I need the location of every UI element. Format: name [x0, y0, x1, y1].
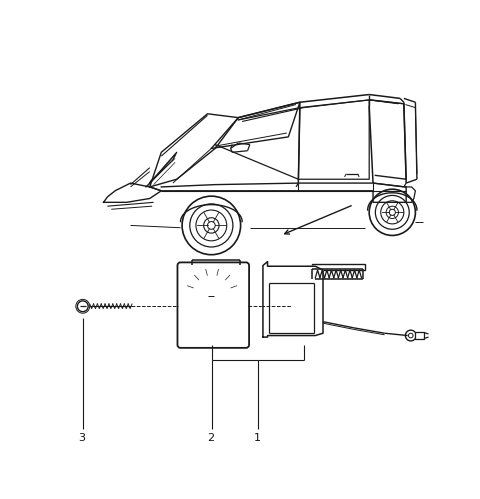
Polygon shape: [150, 114, 238, 187]
Polygon shape: [263, 261, 323, 337]
Polygon shape: [302, 102, 368, 177]
Circle shape: [185, 268, 239, 322]
Circle shape: [386, 206, 398, 219]
Circle shape: [288, 306, 295, 314]
Circle shape: [406, 330, 416, 341]
Circle shape: [389, 209, 396, 216]
Text: 3: 3: [78, 433, 84, 443]
Text: 2: 2: [207, 433, 214, 443]
Circle shape: [192, 275, 232, 315]
FancyBboxPatch shape: [178, 262, 249, 348]
Circle shape: [190, 204, 233, 247]
Text: 1: 1: [254, 433, 261, 443]
Circle shape: [290, 308, 293, 312]
Circle shape: [275, 293, 285, 304]
Polygon shape: [150, 183, 406, 202]
Circle shape: [182, 196, 240, 254]
Polygon shape: [104, 183, 161, 202]
Polygon shape: [211, 102, 300, 148]
Circle shape: [199, 309, 213, 323]
Circle shape: [369, 189, 415, 236]
Circle shape: [378, 196, 383, 201]
Polygon shape: [215, 108, 300, 179]
Circle shape: [207, 222, 215, 229]
Bar: [271, 291, 290, 306]
Circle shape: [203, 285, 221, 304]
Polygon shape: [146, 152, 177, 187]
Circle shape: [379, 208, 383, 212]
Circle shape: [375, 196, 409, 229]
Circle shape: [202, 312, 210, 320]
Circle shape: [277, 296, 282, 301]
Polygon shape: [371, 100, 406, 179]
Circle shape: [77, 301, 88, 312]
Circle shape: [196, 210, 227, 241]
Circle shape: [204, 218, 219, 233]
Bar: [312, 264, 365, 270]
Bar: [415, 332, 424, 339]
Circle shape: [408, 333, 413, 338]
Circle shape: [205, 291, 216, 302]
Polygon shape: [161, 187, 406, 202]
Circle shape: [381, 201, 404, 224]
Polygon shape: [406, 187, 415, 202]
